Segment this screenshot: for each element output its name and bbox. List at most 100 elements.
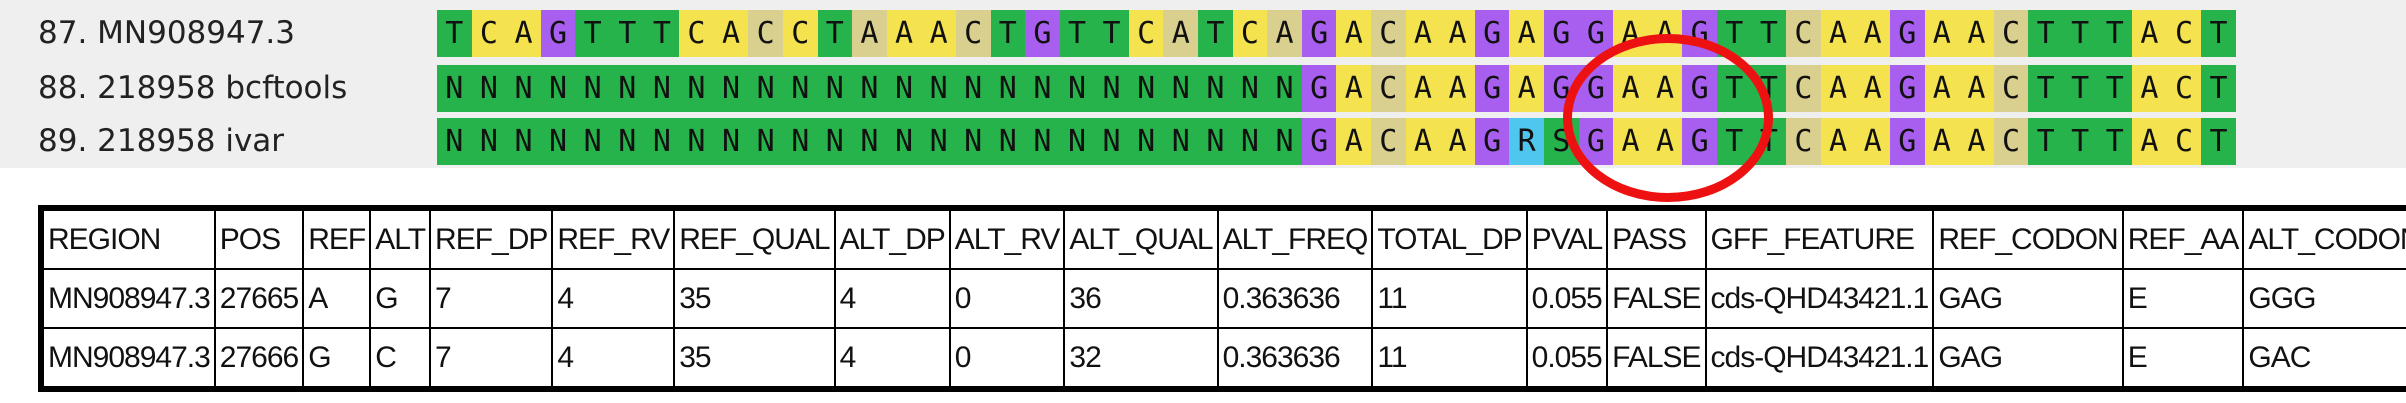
base-cell: T — [2028, 118, 2063, 165]
table-cell-ref-qual: 35 — [673, 327, 836, 390]
base-cell: N — [540, 65, 576, 112]
base-cell: N — [437, 65, 472, 112]
base-cell: A — [1405, 10, 1441, 57]
base-cell: C — [1232, 10, 1268, 57]
base-cell: A — [1440, 10, 1475, 57]
column-header-alt-codon: ALT_CODON — [2242, 207, 2406, 270]
base-cell: A — [1820, 10, 1856, 57]
base-cell: T — [1751, 10, 1787, 57]
base-cell: N — [506, 118, 541, 165]
base-cell: C — [1993, 10, 2029, 57]
base-cell: A — [1613, 118, 1648, 165]
base-cell: T — [1751, 65, 1787, 112]
table-cell-pos: 27666 — [213, 327, 305, 390]
base-cell: T — [609, 10, 645, 57]
table-cell-alt-qual: 32 — [1063, 327, 1219, 390]
table-cell-ref-aa: E — [2121, 268, 2245, 329]
base-cell: N — [817, 65, 853, 112]
base-cell: N — [886, 65, 922, 112]
base-cell: T — [1716, 65, 1752, 112]
base-cell: A — [1336, 10, 1372, 57]
base-cell: A — [921, 10, 956, 57]
table-cell-alt-rv: 0 — [948, 327, 1066, 390]
base-cell: A — [852, 10, 887, 57]
base-cell: N — [1094, 65, 1129, 112]
base-cell: N — [852, 118, 887, 165]
table-cell-pass: FALSE — [1606, 327, 1707, 390]
base-cell: N — [1163, 65, 1199, 112]
sequence-name[interactable]: 89. 218958 ivar — [38, 123, 285, 159]
base-cell: G — [1544, 10, 1579, 57]
base-cell: N — [990, 65, 1026, 112]
table-cell-region: MN908947.3 — [40, 327, 216, 390]
base-cell: A — [1959, 10, 1994, 57]
column-header-ref-codon: REF_CODON — [1932, 207, 2124, 270]
base-cell: C — [1786, 65, 1821, 112]
base-cell: N — [748, 118, 783, 165]
column-header-alt-freq: ALT_FREQ — [1216, 207, 1374, 270]
base-cell: N — [540, 118, 576, 165]
base-cell: G — [1889, 65, 1925, 112]
base-cell: A — [1647, 118, 1683, 165]
base-cell: T — [1751, 118, 1787, 165]
base-cell: G — [1578, 118, 1614, 165]
base-cell: G — [1474, 118, 1510, 165]
base-cell: C — [679, 10, 714, 57]
table-cell-ref-rv: 4 — [551, 327, 676, 390]
base-cell: N — [1163, 118, 1199, 165]
base-cell: T — [2028, 65, 2063, 112]
table-cell-total-dp: 11 — [1371, 268, 1528, 329]
base-cell: G — [540, 10, 576, 57]
base-cell: T — [2028, 10, 2063, 57]
base-cell: T — [2097, 118, 2133, 165]
base-cell: N — [1267, 118, 1302, 165]
base-cell: N — [437, 118, 472, 165]
base-cell: N — [471, 118, 507, 165]
base-cell: C — [1786, 10, 1821, 57]
base-cell: A — [1267, 10, 1302, 57]
base-cell: G — [1682, 118, 1717, 165]
base-cell: C — [2166, 118, 2202, 165]
column-header-pass: PASS — [1606, 207, 1707, 270]
base-cell: N — [817, 118, 853, 165]
base-cell: T — [2201, 65, 2236, 112]
table-cell-pval: 0.055 — [1525, 268, 1609, 329]
sequence-name[interactable]: 88. 218958 bcftools — [38, 70, 348, 106]
table-cell-ref-rv: 4 — [551, 268, 676, 329]
base-cell: A — [1509, 65, 1544, 112]
base-cell: A — [1405, 65, 1441, 112]
base-cell: C — [1371, 65, 1406, 112]
base-cell: G — [1301, 65, 1337, 112]
base-cell: G — [1301, 10, 1337, 57]
base-cell: N — [1267, 65, 1302, 112]
base-cell: S — [1544, 118, 1579, 165]
base-cell: N — [471, 65, 507, 112]
table-cell-alt: C — [369, 327, 432, 390]
base-cell: G — [1544, 65, 1579, 112]
sequence-name[interactable]: 87. MN908947.3 — [38, 15, 296, 51]
base-cell: T — [2062, 65, 2098, 112]
base-cell: N — [1232, 118, 1268, 165]
base-cell: G — [1578, 65, 1614, 112]
base-cell: C — [782, 10, 818, 57]
base-cell: A — [1440, 65, 1475, 112]
base-cell: G — [1474, 10, 1510, 57]
base-cell: N — [1198, 118, 1233, 165]
base-cell: N — [1025, 65, 1060, 112]
base-cell: A — [886, 10, 922, 57]
base-cell: N — [713, 65, 749, 112]
table-cell-gff-feature: cds-QHD43421.1 — [1704, 327, 1935, 390]
base-cell: C — [1128, 10, 1164, 57]
base-cell: N — [1232, 65, 1268, 112]
base-cell: N — [575, 65, 610, 112]
base-cell: N — [644, 118, 680, 165]
base-cell: N — [644, 65, 680, 112]
table-cell-ref-codon: GAG — [1932, 327, 2124, 390]
base-cell: N — [679, 118, 714, 165]
